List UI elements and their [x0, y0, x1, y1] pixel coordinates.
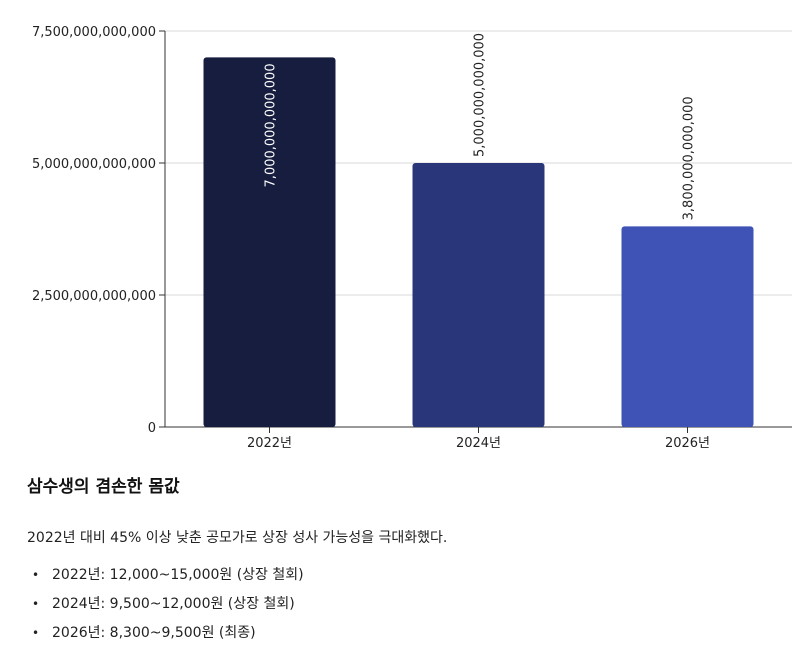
data-label: 3,800,000,000,000: [682, 96, 697, 220]
section-heading: 삼수생의 겸손한 몸값: [27, 477, 180, 497]
y-tick-label: 0: [148, 421, 156, 436]
bar-chart: 0 2,500,000,000,000 5,000,000,000,000 7,500…: [32, 25, 792, 451]
chart-svg: 0 2,500,000,000,000 5,000,000,000,000 7,500…: [32, 25, 792, 451]
y-tick-label: 5,000,000,000,000: [32, 157, 156, 172]
article-content: 삼수생의 겸손한 몸값 2022년 대비 45% 이상 낮춘 공모가로 상장 성…: [27, 472, 787, 652]
bar: [621, 226, 754, 427]
x-tick-label: 2026년: [665, 436, 710, 451]
bar: [412, 163, 545, 427]
x-tick-label: 2024년: [456, 436, 501, 451]
list-item: 2026년: 8,300~9,500원 (최종): [32, 623, 787, 643]
x-tick-label: 2022년: [247, 436, 292, 451]
bar: [203, 57, 336, 428]
data-label: 7,000,000,000,000: [264, 63, 279, 187]
summary-text: 2022년 대비 45% 이상 낮춘 공모가로 상장 성사 가능성을 극대화했다…: [27, 530, 448, 546]
data-label: 5,000,000,000,000: [473, 33, 488, 157]
price-range-list: 2022년: 12,000~15,000원 (상장 철회) 2024년: 9,5…: [27, 565, 787, 643]
y-tick-label: 2,500,000,000,000: [32, 289, 156, 304]
list-item: 2022년: 12,000~15,000원 (상장 철회): [32, 565, 787, 585]
list-item: 2024년: 9,500~12,000원 (상장 철회): [32, 594, 787, 614]
y-tick-label: 7,500,000,000,000: [32, 25, 156, 40]
